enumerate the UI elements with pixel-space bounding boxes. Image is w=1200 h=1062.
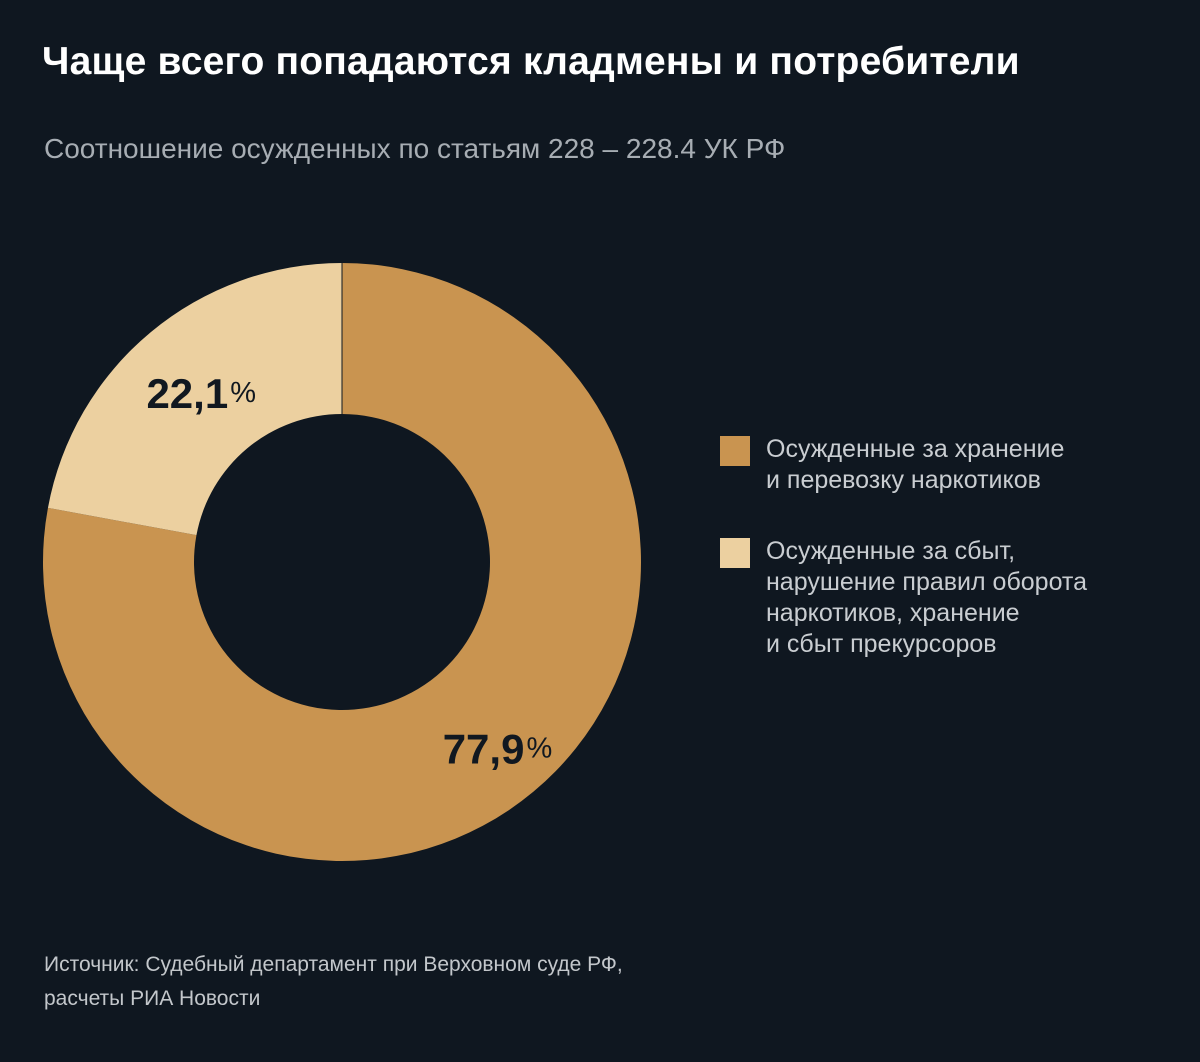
- slice-label-storage: 77,9%: [443, 725, 553, 772]
- legend: Осужденные за хранение и перевозку нарко…: [720, 434, 1180, 700]
- donut-slice-storage: [43, 263, 642, 861]
- legend-swatch-storage: [720, 436, 750, 466]
- legend-item-storage: Осужденные за хранение и перевозку нарко…: [720, 434, 1180, 496]
- source-note: Источник: Судебный департамент при Верхо…: [44, 953, 623, 1010]
- donut-chart: 77,9% 22,1%: [43, 263, 642, 861]
- donut-slice-sale: [47, 263, 342, 536]
- legend-label-storage: Осужденные за хранение и перевозку нарко…: [766, 435, 1065, 494]
- chart-title: Чаще всего попадаются кладмены и потреби…: [42, 40, 1020, 83]
- legend-item-sale: Осужденные за сбыт, нарушение правил обо…: [720, 536, 1180, 660]
- legend-label-sale: Осужденные за сбыт, нарушение правил обо…: [766, 537, 1087, 658]
- chart-subtitle: Соотношение осужденных по статьям 228 – …: [44, 133, 786, 164]
- legend-swatch-sale: [720, 538, 750, 568]
- slice-label-sale: 22,1%: [146, 369, 256, 416]
